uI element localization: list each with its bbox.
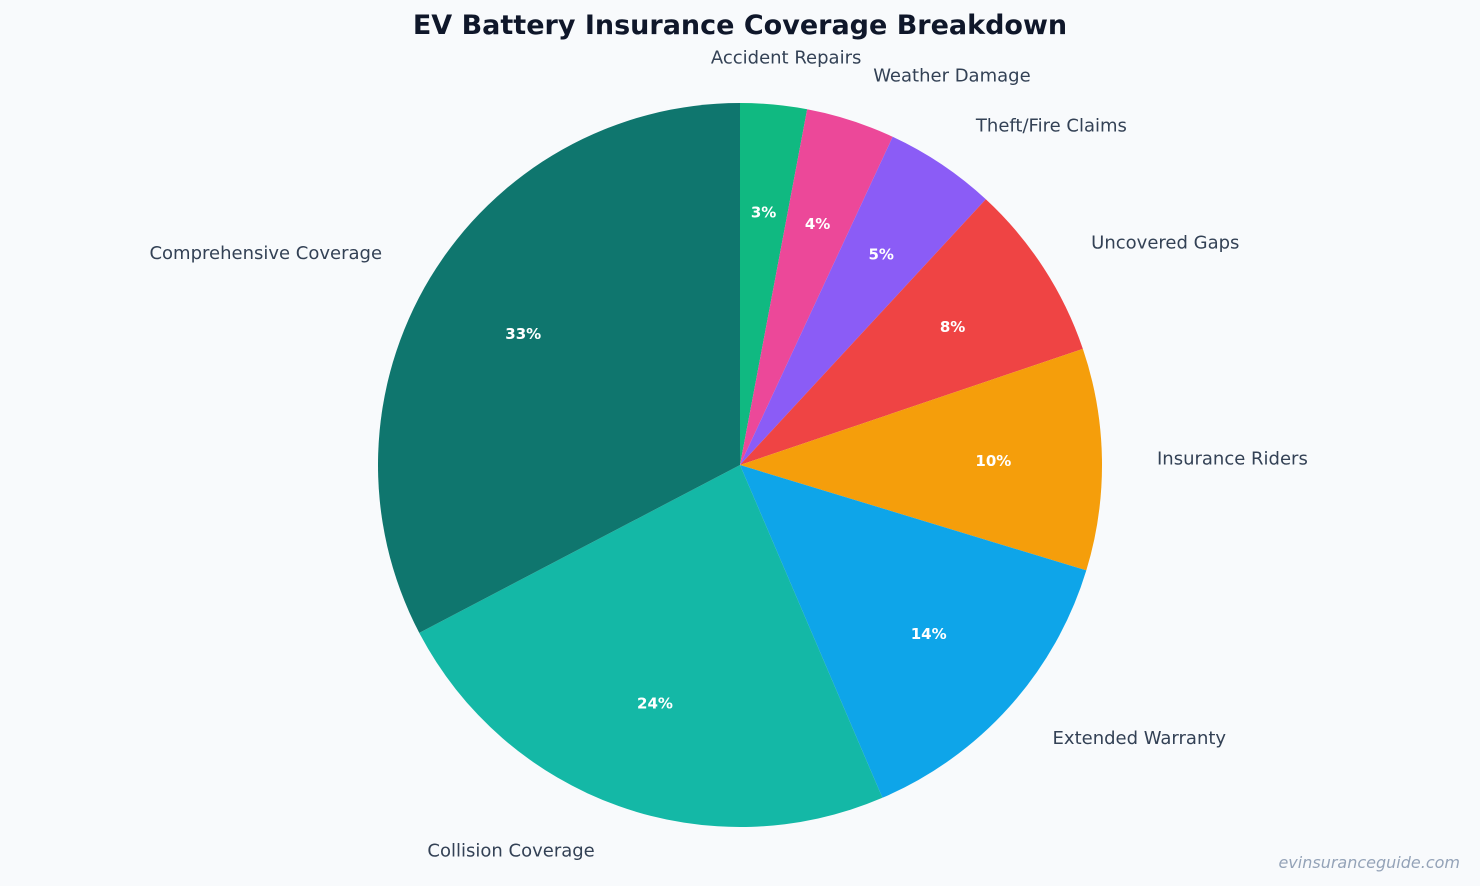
pie-slice-uncovered-gaps — [740, 199, 1083, 465]
chart-title: EV Battery Insurance Coverage Breakdown — [412, 10, 1068, 41]
pie-slice-collision-coverage — [419, 465, 883, 827]
slice-percent-label: 4% — [805, 215, 830, 233]
slice-category-label: Accident Repairs — [711, 48, 862, 69]
slice-category-label: Insurance Riders — [1157, 449, 1308, 470]
slice-category-label: Extended Warranty — [1053, 728, 1227, 749]
slice-percent-label: 3% — [751, 204, 776, 222]
watermark: evinsuranceguide.com — [1278, 853, 1460, 872]
pie-slice-weather-damage — [740, 109, 893, 465]
slice-percent-label: 33% — [505, 325, 541, 343]
slice-percent-label: 14% — [911, 625, 947, 643]
slice-percent-label: 5% — [868, 246, 893, 264]
slice-percent-label: 10% — [975, 452, 1011, 470]
slice-percent-label: 8% — [940, 318, 965, 336]
slice-category-label: Collision Coverage — [427, 840, 594, 861]
slice-category-label: Uncovered Gaps — [1091, 232, 1239, 253]
slice-category-label: Comprehensive Coverage — [149, 243, 382, 264]
pie-slice-comprehensive-coverage — [377, 103, 740, 633]
pie-slice-theft-fire-claims — [740, 136, 986, 465]
slice-percent-label: 24% — [637, 695, 673, 713]
slice-category-label: Weather Damage — [873, 66, 1030, 87]
pie-slice-accident-repairs — [740, 103, 808, 465]
slice-category-label: Theft/Fire Claims — [975, 115, 1127, 136]
pie-slice-extended-warranty — [740, 465, 1087, 798]
pie-slice-insurance-riders — [740, 348, 1102, 571]
